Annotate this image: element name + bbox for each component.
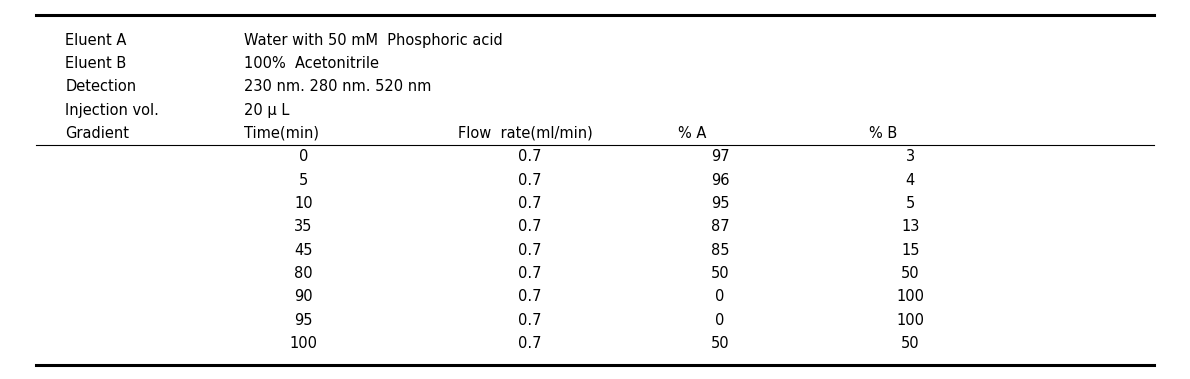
Text: 100: 100	[896, 289, 925, 304]
Text: 5: 5	[906, 196, 915, 211]
Text: 0.7: 0.7	[518, 313, 541, 327]
Text: 0: 0	[715, 313, 725, 327]
Text: 95: 95	[294, 313, 313, 327]
Text: 50: 50	[710, 266, 729, 281]
Text: Water with 50 mM  Phosphoric acid: Water with 50 mM Phosphoric acid	[244, 33, 502, 48]
Text: Gradient: Gradient	[65, 126, 130, 141]
Text: 87: 87	[710, 219, 729, 234]
Text: 95: 95	[710, 196, 729, 211]
Text: 0.7: 0.7	[518, 219, 541, 234]
Text: 0.7: 0.7	[518, 266, 541, 281]
Text: 100: 100	[896, 313, 925, 327]
Text: Eluent A: Eluent A	[65, 33, 127, 48]
Text: 10: 10	[294, 196, 313, 211]
Text: 15: 15	[901, 243, 920, 258]
Text: 0.7: 0.7	[518, 149, 541, 164]
Text: 0.7: 0.7	[518, 196, 541, 211]
Text: Eluent B: Eluent B	[65, 56, 126, 71]
Text: 3: 3	[906, 149, 915, 164]
Text: 96: 96	[710, 172, 729, 188]
Text: 80: 80	[294, 266, 313, 281]
Text: 90: 90	[294, 289, 313, 304]
Text: 45: 45	[294, 243, 313, 258]
Text: 230 nm. 280 nm. 520 nm: 230 nm. 280 nm. 520 nm	[244, 79, 431, 94]
Text: 100: 100	[289, 336, 318, 351]
Text: 13: 13	[901, 219, 920, 234]
Text: 50: 50	[901, 336, 920, 351]
Text: 0: 0	[715, 289, 725, 304]
Text: Time(min): Time(min)	[244, 126, 319, 141]
Text: 4: 4	[906, 172, 915, 188]
Text: Flow  rate(ml/min): Flow rate(ml/min)	[458, 126, 593, 141]
Text: 0.7: 0.7	[518, 172, 541, 188]
Text: Injection vol.: Injection vol.	[65, 103, 159, 117]
Text: 0.7: 0.7	[518, 336, 541, 351]
Text: 5: 5	[299, 172, 308, 188]
Text: % A: % A	[678, 126, 707, 141]
Text: 0.7: 0.7	[518, 243, 541, 258]
Text: 100%  Acetonitrile: 100% Acetonitrile	[244, 56, 378, 71]
Text: 0: 0	[299, 149, 308, 164]
Text: 0.7: 0.7	[518, 289, 541, 304]
Text: Detection: Detection	[65, 79, 137, 94]
Text: 50: 50	[901, 266, 920, 281]
Text: 97: 97	[710, 149, 729, 164]
Text: % B: % B	[869, 126, 897, 141]
Text: 35: 35	[294, 219, 313, 234]
Text: 20 μ L: 20 μ L	[244, 103, 289, 117]
Text: 50: 50	[710, 336, 729, 351]
Text: 85: 85	[710, 243, 729, 258]
